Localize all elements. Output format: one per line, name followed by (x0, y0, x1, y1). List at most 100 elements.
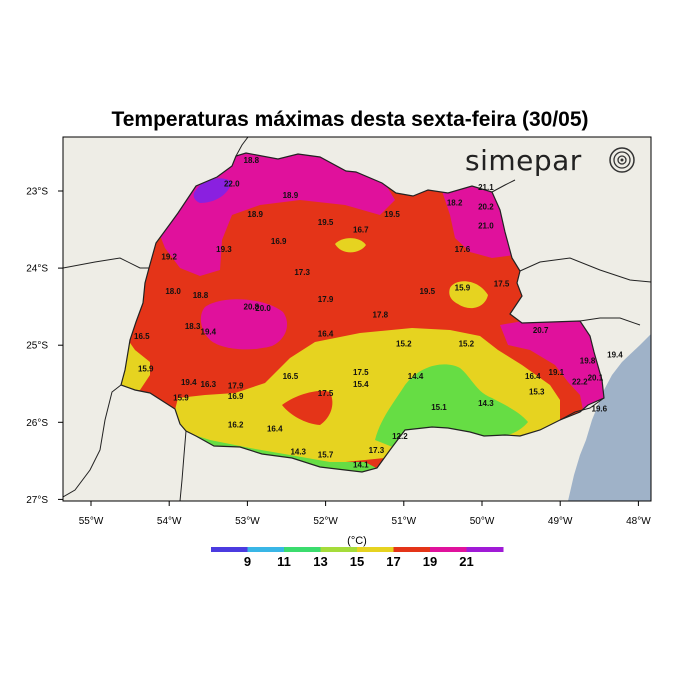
station-value: 14.1 (353, 461, 369, 470)
station-value: 22.2 (572, 377, 588, 386)
station-value: 19.4 (181, 378, 197, 387)
station-value: 17.6 (455, 245, 471, 254)
station-value: 15.1 (431, 403, 447, 412)
station-value: 17.5 (494, 280, 510, 289)
zone-19-21-center (200, 299, 288, 350)
legend-label: 9 (244, 554, 251, 569)
legend-label: 13 (313, 554, 327, 569)
legend-swatch (430, 547, 467, 552)
station-value: 14.3 (290, 448, 306, 457)
station-value: 18.8 (244, 156, 260, 165)
station-value: 19.6 (592, 404, 608, 413)
station-value: 20.1 (588, 374, 604, 383)
station-value: 15.2 (396, 340, 412, 349)
station-value: 19.4 (201, 327, 217, 336)
station-value: 19.5 (384, 210, 400, 219)
lat-tick-label: 24°S (26, 264, 48, 275)
legend-label: 19 (423, 554, 437, 569)
parana-border (120, 152, 605, 473)
station-value: 19.1 (549, 368, 565, 377)
station-value: 18.3 (185, 322, 201, 331)
station-value: 19.8 (580, 357, 596, 366)
station-value: 18.8 (193, 291, 209, 300)
lon-tick-label: 55°W (79, 516, 104, 527)
lon-tick-label: 48°W (626, 516, 651, 527)
station-value: 19.5 (419, 287, 435, 296)
legend-labels: 9 11 13 15 17 19 21 (244, 554, 474, 569)
station-value: 18.9 (247, 210, 263, 219)
station-value: 16.7 (353, 226, 369, 235)
legend-unit: (°C) (347, 535, 367, 547)
station-value: 21.0 (478, 222, 494, 231)
station-value: 19.4 (607, 350, 623, 359)
zone-17-19-south-blob (282, 390, 333, 425)
station-value: 16.4 (267, 424, 283, 433)
legend-label: 17 (386, 554, 400, 569)
station-value: 19.2 (161, 253, 177, 262)
map-title: Temperaturas máximas desta sexta-feira (… (111, 108, 589, 131)
logo-icon (609, 147, 635, 173)
station-value: 14.4 (408, 372, 424, 381)
station-value: 21.1 (478, 183, 494, 192)
station-value: 22.0 (224, 179, 240, 188)
latitude-axis: 23°S 24°S 25°S 26°S 27°S (26, 187, 63, 506)
station-value: 12.2 (392, 432, 408, 441)
station-value: 17.5 (353, 368, 369, 377)
legend-label: 15 (350, 554, 364, 569)
station-value: 17.9 (318, 295, 334, 304)
neighbor-borders (63, 137, 651, 501)
legend-swatch (211, 547, 248, 552)
zone-above-21 (193, 178, 232, 203)
lon-tick-label: 53°W (235, 516, 260, 527)
lat-tick-label: 25°S (26, 341, 48, 352)
station-value: 19.3 (216, 245, 232, 254)
station-value: 16.3 (201, 380, 217, 389)
legend-swatch (320, 547, 358, 552)
lon-tick-label: 49°W (548, 516, 573, 527)
station-value: 16.9 (228, 392, 244, 401)
lon-tick-label: 51°W (392, 516, 417, 527)
legend-label: 21 (459, 554, 473, 569)
station-value: 16.5 (283, 372, 299, 381)
station-value: 17.3 (294, 268, 310, 277)
legend-label: 11 (277, 554, 291, 569)
longitude-axis: 55°W 54°W 53°W 52°W 51°W 50°W 49°W 48°W (79, 501, 651, 527)
zone-19-21-northeast (440, 185, 515, 258)
station-value: 19.5 (318, 218, 334, 227)
station-value: 15.4 (353, 380, 369, 389)
station-value: 20.0 (255, 304, 271, 313)
lat-tick-label: 23°S (26, 187, 48, 198)
lon-tick-label: 50°W (470, 516, 495, 527)
station-value: 20.7 (533, 326, 549, 335)
station-value: 16.4 (525, 372, 541, 381)
station-value: 16.5 (134, 332, 150, 341)
zone-19-21-east (500, 318, 604, 420)
simepar-logo: simepar (465, 144, 635, 177)
station-value: 18.0 (165, 287, 181, 296)
station-value: 18.2 (447, 199, 463, 208)
station-value: 16.2 (228, 421, 244, 430)
station-value: 17.8 (373, 310, 389, 319)
lon-tick-label: 52°W (313, 516, 338, 527)
station-value: 16.4 (318, 330, 334, 339)
zone-15-17-north (335, 238, 366, 253)
station-value: 15.3 (529, 387, 545, 396)
station-value: 17.3 (369, 446, 385, 455)
station-value: 15.9 (173, 394, 189, 403)
legend-swatch (466, 547, 504, 552)
legend-swatch (247, 547, 285, 552)
legend-swatch (393, 547, 431, 552)
zone-15-17-west (121, 340, 150, 395)
map-frame (62, 136, 652, 502)
station-value: 14.3 (478, 399, 494, 408)
station-value: 20.2 (478, 202, 494, 211)
lat-tick-label: 26°S (26, 418, 48, 429)
brand-text: simepar (465, 144, 582, 177)
color-legend (211, 547, 504, 552)
lat-tick-label: 27°S (26, 495, 48, 506)
station-value: 17.5 (318, 389, 334, 398)
station-value: 15.7 (318, 451, 334, 460)
legend-swatch (357, 547, 394, 552)
station-value: 17.9 (228, 381, 244, 390)
